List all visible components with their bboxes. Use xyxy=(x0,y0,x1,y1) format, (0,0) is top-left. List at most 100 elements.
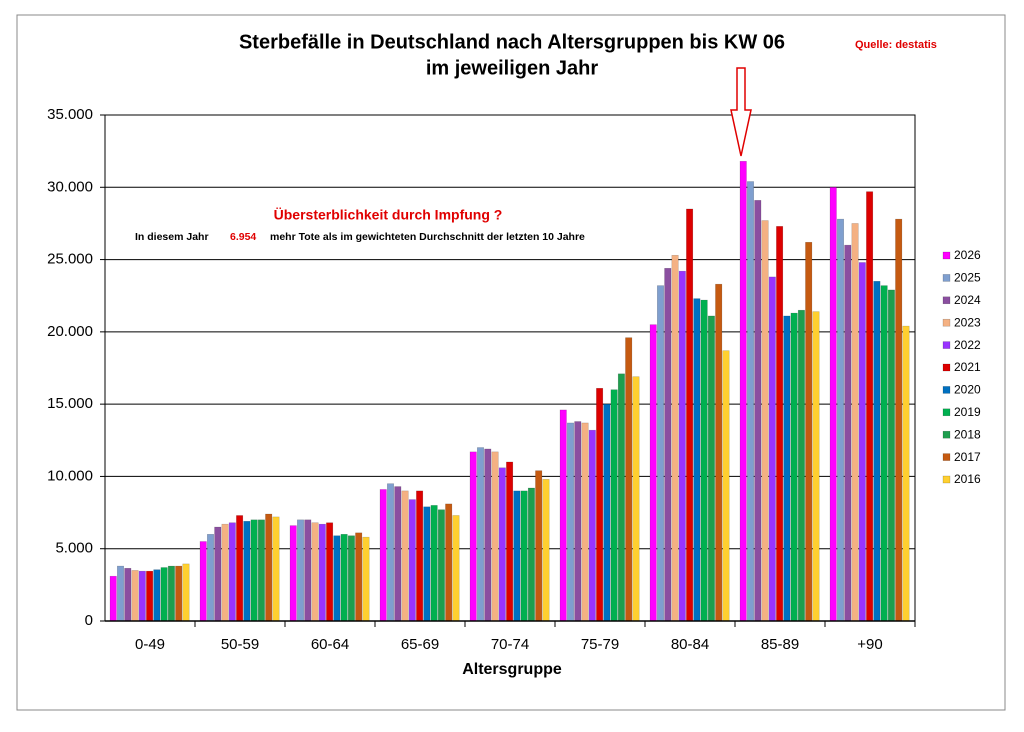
bar xyxy=(776,226,784,622)
bar xyxy=(520,490,528,622)
bar xyxy=(445,503,453,622)
legend-swatch xyxy=(942,341,951,349)
bar xyxy=(146,570,154,622)
bar xyxy=(207,534,214,622)
legend-swatch xyxy=(942,363,951,372)
bar xyxy=(109,575,117,622)
bar xyxy=(693,298,701,622)
plot-area: 0 5.000 10.000 15.000 20.000 25.000 30.000 35.0… xyxy=(47,106,916,653)
bar xyxy=(887,289,895,622)
bar xyxy=(272,516,280,622)
y-tick-label: 10.000 xyxy=(47,467,93,484)
bar xyxy=(214,526,222,622)
x-tick-label: 50-59 xyxy=(221,636,259,653)
legend-swatch xyxy=(942,251,951,260)
bar xyxy=(117,565,124,622)
legend-label: 2022 xyxy=(954,338,981,352)
bar xyxy=(236,515,244,622)
bar xyxy=(484,448,492,622)
bar xyxy=(671,254,679,622)
bar xyxy=(160,567,168,622)
bar xyxy=(873,281,881,622)
x-axis-label: Altersgruppe xyxy=(462,661,562,678)
bar xyxy=(542,479,550,622)
legend-swatch xyxy=(942,430,951,439)
bar xyxy=(581,422,589,622)
bar xyxy=(715,283,723,622)
x-tick-label: 75-79 xyxy=(581,636,619,653)
legend-swatch xyxy=(942,296,951,305)
bar xyxy=(416,490,424,622)
bar xyxy=(866,191,874,622)
bar xyxy=(362,536,370,622)
bar xyxy=(394,486,402,622)
legend-label: 2019 xyxy=(954,405,981,419)
legend-label: 2018 xyxy=(954,427,981,441)
bar xyxy=(574,421,582,622)
bar xyxy=(657,285,664,622)
legend-label: 2021 xyxy=(954,360,981,374)
legend-label: 2017 xyxy=(954,450,981,464)
bar xyxy=(722,350,730,622)
legend-swatch xyxy=(942,408,951,417)
bar xyxy=(902,325,910,622)
annotation-suffix: mehr Tote als im gewichteten Durchschnit… xyxy=(270,231,585,243)
x-tick-label: +90 xyxy=(857,636,882,653)
bar xyxy=(221,523,229,622)
legend-swatch xyxy=(942,453,951,461)
bar xyxy=(880,285,888,622)
bar xyxy=(858,262,866,622)
bar xyxy=(347,535,355,622)
bar xyxy=(340,534,348,622)
bar xyxy=(829,187,837,622)
bar xyxy=(311,522,319,622)
bar xyxy=(739,161,747,622)
bar xyxy=(768,276,776,622)
y-tick-label: 30.000 xyxy=(47,178,93,195)
x-tick-label: 80-84 xyxy=(671,636,709,653)
bar xyxy=(408,499,416,622)
bar xyxy=(783,315,791,622)
bar xyxy=(686,208,694,622)
bar xyxy=(167,565,175,622)
bar xyxy=(527,487,535,622)
legend-swatch xyxy=(942,274,951,282)
bar xyxy=(131,570,139,622)
bar xyxy=(588,429,596,622)
bar xyxy=(423,506,431,622)
legend: 2026 2025 2024 2023 2022 2021 2020 2019 2018 2017… xyxy=(942,248,981,486)
legend-swatch xyxy=(942,318,951,327)
bar xyxy=(567,422,574,622)
bar xyxy=(257,519,265,622)
bar xyxy=(700,299,708,622)
bar xyxy=(452,515,460,622)
bar xyxy=(664,267,672,622)
bar xyxy=(617,373,625,622)
y-tick-label: 0 xyxy=(85,612,93,629)
legend-label: 2020 xyxy=(954,383,981,397)
bar xyxy=(333,535,341,622)
legend-label: 2023 xyxy=(954,315,981,329)
legend-label: 2025 xyxy=(954,271,981,285)
arrow xyxy=(730,67,752,157)
bar xyxy=(632,376,640,622)
bar xyxy=(805,241,813,622)
bar xyxy=(535,470,543,622)
y-tick-label: 15.000 xyxy=(47,395,93,412)
bar xyxy=(747,181,754,622)
bar xyxy=(469,451,477,622)
bar xyxy=(175,565,183,622)
bar xyxy=(318,523,326,622)
chart-subtitle: im jeweiligen Jahr xyxy=(426,57,599,79)
bar xyxy=(895,218,903,622)
bar xyxy=(477,447,484,622)
bar xyxy=(289,525,297,622)
y-tick-label: 35.000 xyxy=(47,106,93,123)
bar xyxy=(851,223,859,622)
bar xyxy=(707,315,715,622)
bar xyxy=(355,532,363,622)
bar xyxy=(596,387,604,622)
bar xyxy=(649,324,657,622)
bar xyxy=(603,403,611,622)
bar xyxy=(790,312,798,622)
